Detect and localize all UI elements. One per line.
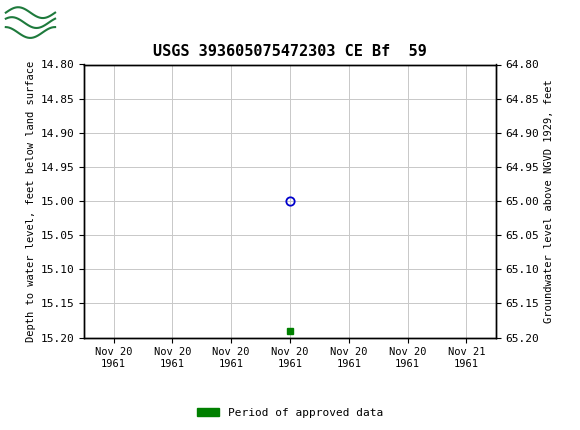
Y-axis label: Depth to water level, feet below land surface: Depth to water level, feet below land su… [27,60,37,342]
FancyBboxPatch shape [5,3,57,42]
Y-axis label: Groundwater level above NGVD 1929, feet: Groundwater level above NGVD 1929, feet [543,79,553,323]
Legend: Period of approved data: Period of approved data [193,403,387,422]
Text: USGS: USGS [59,14,114,31]
Title: USGS 393605075472303 CE Bf  59: USGS 393605075472303 CE Bf 59 [153,44,427,59]
